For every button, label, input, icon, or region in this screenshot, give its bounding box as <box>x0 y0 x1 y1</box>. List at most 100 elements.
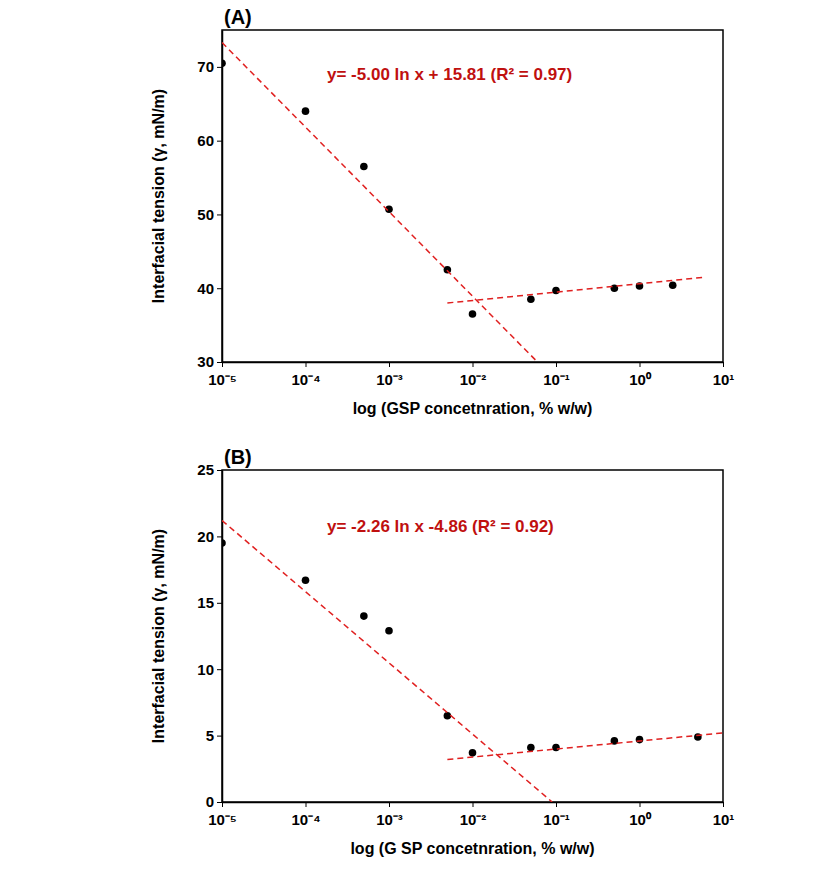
trend-line <box>222 520 552 802</box>
x-tick-label: 10⁻³ <box>376 811 403 828</box>
x-tick-label: 10⁻⁴ <box>291 811 320 828</box>
y-axis-title: Interfacial tension (γ, mN/m) <box>150 529 167 743</box>
x-tick-label: 10⁻⁴ <box>291 371 320 388</box>
x-tick-label: 10⁻⁵ <box>208 811 237 828</box>
y-tick-mark <box>217 536 222 537</box>
x-tick-mark <box>389 802 390 807</box>
y-tick: 5 <box>206 727 222 744</box>
data-point <box>222 59 226 67</box>
x-tick-mark <box>723 802 724 807</box>
y-tick: 15 <box>197 594 222 611</box>
y-tick: 25 <box>197 461 222 478</box>
y-tick: 70 <box>197 58 222 75</box>
data-point <box>669 281 677 289</box>
y-tick-mark <box>217 802 222 803</box>
y-tick: 10 <box>197 661 222 678</box>
y-tick-label: 15 <box>197 594 214 611</box>
y-tick-label: 60 <box>197 132 214 149</box>
x-tick-mark <box>640 802 641 807</box>
panel-title: (B) <box>224 446 252 468</box>
y-tick-label: 10 <box>197 661 214 678</box>
data-point <box>527 744 535 752</box>
panel: 10⁻⁵ 10⁻⁴ 10⁻³ 10⁻² 10⁻¹ 10⁰ 10¹ 0 5 10 15 20 25 (B) y… <box>150 446 734 857</box>
x-tick: 10⁻² <box>460 802 487 828</box>
x-tick-label: 10⁻¹ <box>543 811 570 828</box>
y-tick-label: 70 <box>197 58 214 75</box>
data-point <box>552 744 560 752</box>
plot-frame <box>222 30 723 362</box>
y-tick: 30 <box>197 353 222 370</box>
trend-line <box>222 43 537 362</box>
data-point <box>302 107 310 115</box>
x-tick: 10⁻³ <box>376 362 403 388</box>
x-axis: 10⁻⁵ 10⁻⁴ 10⁻³ 10⁻² 10⁻¹ 10⁰ 10¹ <box>208 362 734 388</box>
data-point <box>694 733 702 741</box>
equation-annotation: y= -2.26 ln x -4.86 (R² = 0.92) <box>327 517 554 536</box>
y-tick-mark <box>217 603 222 604</box>
x-tick: 10⁻⁴ <box>291 362 320 388</box>
data-point <box>469 310 477 318</box>
x-tick-mark <box>306 802 307 807</box>
data-point <box>552 287 560 295</box>
x-axis: 10⁻⁵ 10⁻⁴ 10⁻³ 10⁻² 10⁻¹ 10⁰ 10¹ <box>208 802 734 828</box>
y-tick-label: 25 <box>197 461 214 478</box>
data-point <box>527 295 535 303</box>
equation-annotation: y= -5.00 ln x + 15.81 (R² = 0.97) <box>327 65 572 84</box>
x-tick: 10⁻⁴ <box>291 802 320 828</box>
x-tick-label: 10⁻¹ <box>543 371 570 388</box>
data-point <box>636 736 644 744</box>
x-tick: 10⁻³ <box>376 802 403 828</box>
x-tick-label: 10⁻² <box>460 371 487 388</box>
x-tick-mark <box>389 362 390 367</box>
y-axis: 0 5 10 15 20 25 <box>197 461 222 810</box>
y-tick: 20 <box>197 528 222 545</box>
y-axis-line <box>222 31 224 363</box>
y-tick-label: 50 <box>197 206 214 223</box>
x-axis-title: log (GSP concetnration, % w/w) <box>353 400 593 417</box>
x-tick-label: 10⁻² <box>460 811 487 828</box>
data-point <box>302 576 310 584</box>
trend-line <box>447 733 723 760</box>
y-tick-mark <box>217 362 222 363</box>
y-tick-label: 5 <box>206 727 214 744</box>
data-point <box>469 749 477 757</box>
x-tick-label: 10⁰ <box>629 811 652 828</box>
panel: 10⁻⁵ 10⁻⁴ 10⁻³ 10⁻² 10⁻¹ 10⁰ 10¹ 30 40 50 60 70 (A) y… <box>150 6 734 417</box>
y-tick-label: 40 <box>197 280 214 297</box>
y-tick: 40 <box>197 280 222 297</box>
x-tick: 10⁻¹ <box>543 362 570 388</box>
x-tick-label: 10⁻⁵ <box>208 371 237 388</box>
x-tick-label: 10¹ <box>713 371 735 388</box>
y-tick: 60 <box>197 132 222 149</box>
y-axis: 30 40 50 60 70 <box>197 31 222 371</box>
y-tick-mark <box>217 669 222 670</box>
x-tick: 10⁻¹ <box>543 802 570 828</box>
data-point <box>222 539 226 547</box>
y-tick: 50 <box>197 206 222 223</box>
y-axis-title: Interfacial tension (γ, mN/m) <box>150 89 167 303</box>
y-tick-mark <box>217 470 222 471</box>
data-point <box>385 627 393 635</box>
x-tick-label: 10⁰ <box>629 371 652 388</box>
x-tick-mark <box>556 362 557 367</box>
marks <box>222 43 704 362</box>
trend-line <box>447 277 704 303</box>
y-tick-mark <box>217 214 222 215</box>
plot-frame <box>222 470 723 802</box>
x-tick-mark <box>306 362 307 367</box>
y-tick-mark <box>217 288 222 289</box>
panel-title: (A) <box>224 6 252 28</box>
x-tick: 10¹ <box>713 362 735 388</box>
x-tick: 10¹ <box>713 802 735 828</box>
x-tick: 10⁰ <box>629 802 652 828</box>
x-tick: 10⁰ <box>629 362 652 388</box>
x-tick-mark <box>473 362 474 367</box>
x-tick-mark <box>222 802 223 807</box>
y-tick-label: 30 <box>197 353 214 370</box>
x-tick-mark <box>473 802 474 807</box>
x-tick-mark <box>556 802 557 807</box>
x-tick: 10⁻² <box>460 362 487 388</box>
y-tick-label: 0 <box>206 793 214 810</box>
figure: 10⁻⁵10⁻⁴10⁻³10⁻²10⁻¹10⁰10¹3040506070(A)y… <box>0 0 827 890</box>
x-tick-mark <box>640 362 641 367</box>
